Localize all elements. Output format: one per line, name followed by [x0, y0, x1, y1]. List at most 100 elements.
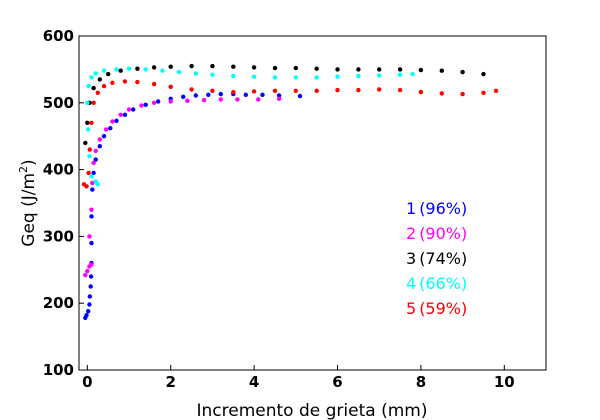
- data-point: [418, 89, 424, 95]
- data-point: [176, 69, 182, 75]
- x-axis-ticks: 0 2 4 6 8 10: [82, 365, 515, 391]
- legend-entry-5: 5 (59%): [406, 299, 467, 318]
- data-point: [122, 112, 128, 118]
- data-point: [251, 74, 257, 79]
- legend: 1 (96%)2 (90%)3 (74%)4 (66%)5 (59%): [406, 199, 467, 318]
- data-point: [181, 94, 186, 100]
- data-point: [256, 97, 261, 102]
- y-tick-label: 300: [43, 227, 74, 245]
- series-4: [85, 66, 415, 187]
- data-point: [89, 207, 94, 212]
- y-axis-title: Geq (J/m2): [17, 159, 39, 246]
- data-point: [210, 63, 215, 69]
- data-point: [439, 91, 444, 96]
- data-point: [135, 66, 140, 71]
- data-point: [276, 96, 282, 102]
- legend-percent: (59%): [419, 299, 467, 318]
- data-point: [85, 268, 90, 274]
- data-point: [83, 140, 88, 146]
- data-point: [89, 262, 94, 267]
- data-point: [293, 75, 298, 80]
- x-tick-label: 10: [494, 373, 515, 391]
- legend-entry-2: 2 (90%): [406, 224, 467, 243]
- data-point: [85, 120, 90, 126]
- data-point: [106, 71, 111, 77]
- data-point: [122, 79, 128, 84]
- data-point: [86, 309, 91, 314]
- x-tick-label: 8: [416, 373, 426, 391]
- legend-entry-3: 3 (74%): [406, 249, 467, 268]
- data-point: [89, 214, 94, 219]
- series-2: [83, 96, 282, 278]
- data-point: [143, 67, 148, 72]
- series-layer: [81, 63, 499, 321]
- data-point: [335, 87, 340, 93]
- legend-percent: (90%): [419, 224, 467, 243]
- data-point: [210, 88, 215, 94]
- data-point: [93, 71, 98, 76]
- data-point: [206, 92, 211, 98]
- x-tick-label: 4: [249, 373, 259, 391]
- data-point: [168, 84, 173, 90]
- data-point: [231, 89, 236, 95]
- data-point: [231, 73, 236, 79]
- data-point: [89, 75, 94, 80]
- data-point: [397, 67, 403, 72]
- data-point: [397, 72, 403, 77]
- series-1: [83, 91, 303, 321]
- data-point: [97, 144, 103, 149]
- data-point: [87, 234, 92, 239]
- data-point: [493, 88, 499, 94]
- data-point: [235, 97, 240, 102]
- data-point: [481, 71, 486, 77]
- data-point: [114, 118, 119, 124]
- data-point: [83, 272, 88, 278]
- data-point: [189, 87, 194, 92]
- data-point: [97, 137, 103, 142]
- data-point: [86, 170, 91, 176]
- data-point: [481, 90, 486, 96]
- data-point: [87, 154, 92, 159]
- data-point: [397, 87, 403, 93]
- data-point: [201, 97, 207, 103]
- data-point: [89, 120, 94, 126]
- data-point: [335, 67, 340, 72]
- data-point: [231, 64, 236, 69]
- data-point: [356, 87, 361, 93]
- data-point: [272, 75, 278, 80]
- data-point: [276, 93, 282, 98]
- data-point: [314, 75, 319, 80]
- data-point: [84, 313, 89, 318]
- y-tick-label: 200: [43, 294, 74, 312]
- data-point: [88, 274, 94, 279]
- data-point: [314, 66, 319, 71]
- data-point: [218, 91, 223, 97]
- data-point: [356, 73, 361, 79]
- data-point: [88, 284, 93, 289]
- data-point: [218, 97, 223, 102]
- data-point: [272, 65, 278, 71]
- legend-percent: (74%): [419, 249, 467, 268]
- data-point: [91, 100, 96, 106]
- data-point: [260, 92, 265, 98]
- data-point: [243, 92, 248, 98]
- data-point: [410, 71, 415, 77]
- data-point: [89, 240, 94, 246]
- data-point: [118, 68, 123, 73]
- data-point: [460, 91, 465, 97]
- data-point: [86, 127, 91, 132]
- data-point: [95, 90, 101, 96]
- y-axis-title-sup: 2: [17, 166, 30, 173]
- legend-percent: (66%): [419, 274, 467, 293]
- data-point: [251, 89, 257, 94]
- data-point: [356, 67, 361, 72]
- data-point: [103, 127, 109, 132]
- data-point: [193, 71, 198, 76]
- data-point: [168, 99, 173, 104]
- data-point: [108, 126, 113, 131]
- legend-number: 2: [406, 224, 416, 243]
- data-point: [110, 119, 115, 124]
- data-point: [139, 103, 144, 108]
- data-point: [135, 79, 140, 85]
